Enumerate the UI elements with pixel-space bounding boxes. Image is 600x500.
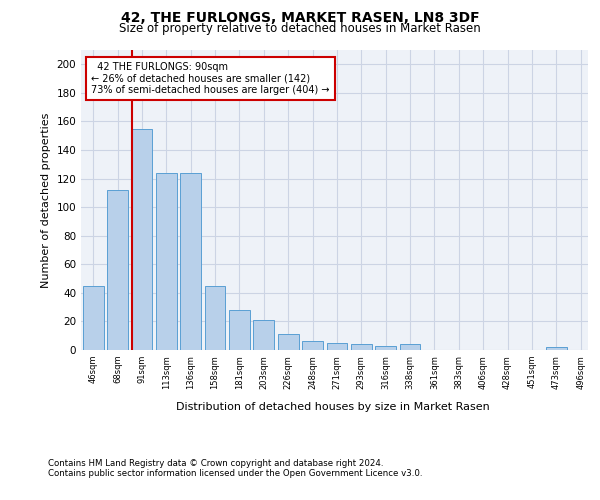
Text: Distribution of detached houses by size in Market Rasen: Distribution of detached houses by size … (176, 402, 490, 412)
Bar (156, 173, 176, 350)
Bar (546, 347, 566, 350)
Text: Contains public sector information licensed under the Open Government Licence v3: Contains public sector information licen… (48, 468, 422, 477)
Text: Size of property relative to detached houses in Market Rasen: Size of property relative to detached ho… (119, 22, 481, 35)
Bar (181, 173, 201, 350)
Bar (253, 320, 274, 350)
Bar (376, 346, 396, 350)
Bar (205, 286, 226, 350)
Bar (302, 342, 323, 350)
Bar (131, 128, 152, 350)
Bar (229, 310, 250, 350)
Bar (107, 190, 128, 350)
Bar (351, 344, 371, 350)
Text: Contains HM Land Registry data © Crown copyright and database right 2024.: Contains HM Land Registry data © Crown c… (48, 458, 383, 468)
Text: 42, THE FURLONGS, MARKET RASEN, LN8 3DF: 42, THE FURLONGS, MARKET RASEN, LN8 3DF (121, 11, 479, 25)
Bar (83, 286, 104, 350)
Bar (278, 334, 299, 350)
Text: 42 THE FURLONGS: 90sqm
← 26% of detached houses are smaller (142)
73% of semi-de: 42 THE FURLONGS: 90sqm ← 26% of detached… (91, 62, 329, 95)
Bar (326, 343, 347, 350)
Bar (400, 344, 421, 350)
Y-axis label: Number of detached properties: Number of detached properties (41, 112, 51, 288)
